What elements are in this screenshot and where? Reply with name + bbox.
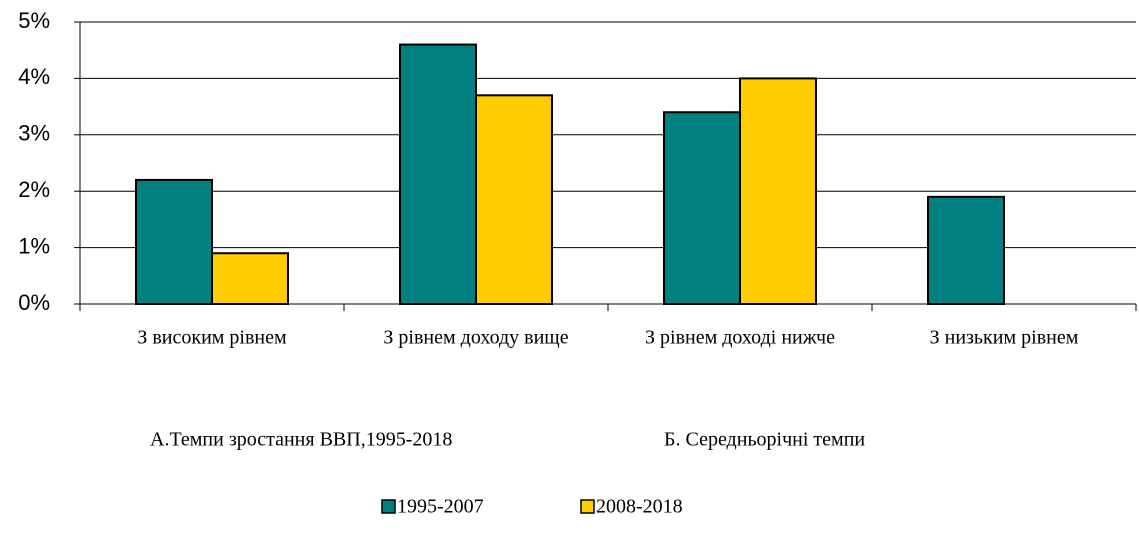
y-tick-label: 2%: [18, 177, 50, 202]
y-tick-label: 0%: [18, 290, 50, 315]
legend-swatch: [381, 499, 396, 514]
y-tick-label: 3%: [18, 121, 50, 146]
bar: [475, 94, 553, 305]
y-tick-label: 1%: [18, 233, 50, 258]
bar: [663, 111, 741, 305]
bar: [211, 252, 289, 306]
legend-label: 1995-2007: [397, 496, 484, 518]
legend-swatch: [580, 499, 595, 514]
bar: [927, 195, 1005, 305]
bar: [399, 43, 477, 306]
y-tick-label: 5%: [18, 8, 50, 33]
annotation: А.Темпи зростання ВВП,1995-2018: [150, 429, 452, 451]
y-tick-label: 4%: [18, 64, 50, 89]
x-tick-label: З рівнем доході нижче: [645, 327, 835, 349]
x-tick-label: З низьким рівнем: [930, 327, 1079, 349]
x-tick-label: З високим рівнем: [137, 327, 287, 349]
bar: [135, 178, 213, 305]
legend-label: 2008-2018: [596, 496, 683, 518]
bar: [739, 77, 817, 306]
annotation: Б. Середньорічні темпи: [664, 429, 865, 451]
x-tick-label: З рівнем доходу вище: [383, 327, 568, 349]
